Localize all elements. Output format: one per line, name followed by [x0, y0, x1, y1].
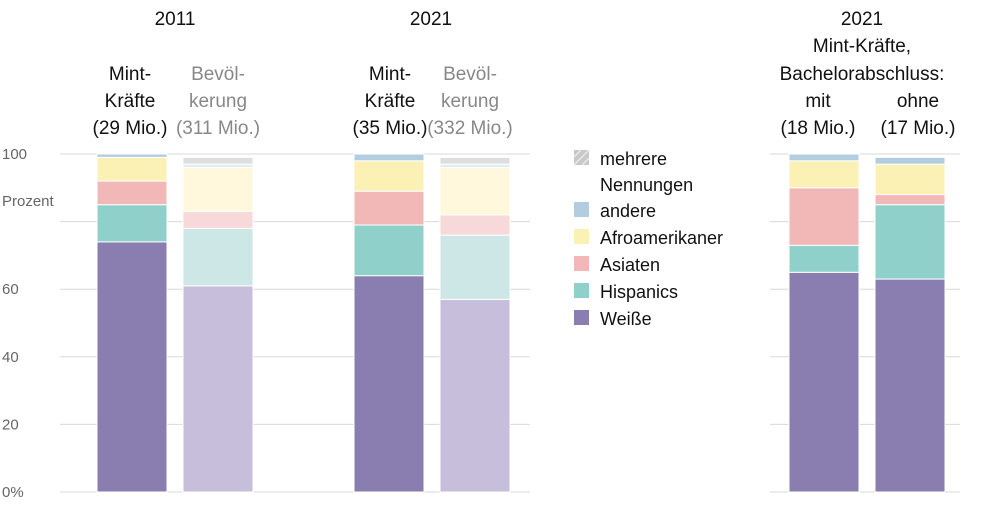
bar-segment: [353, 224, 425, 277]
bar-segment: [182, 210, 254, 229]
bar-segment: [874, 278, 946, 493]
legend-label: mehrere: [600, 149, 667, 169]
legend-swatch: [574, 202, 589, 217]
bar-segment: [439, 214, 511, 236]
bar-label: mit: [805, 91, 831, 112]
bar-segment: [874, 194, 946, 206]
bar-label: Kräfte: [105, 91, 156, 112]
bar-label: Bevöl-: [443, 64, 497, 85]
y-tick-label: 40: [2, 349, 19, 366]
bar-segment: [353, 190, 425, 226]
bar-segment: [96, 156, 168, 182]
bar-segment: [96, 204, 168, 243]
y-axis-label: Prozent: [2, 193, 55, 210]
legend-label: Asiaten: [600, 255, 660, 275]
legend-label: Weiße: [600, 309, 652, 329]
legend-swatch: [574, 283, 589, 298]
bar-segment: [788, 244, 860, 273]
bar-segment: [874, 156, 946, 165]
bar-segment: [353, 153, 425, 162]
bar-label: kerung: [189, 91, 247, 112]
bar-segment: [439, 156, 511, 165]
group-subtitle: Bachelorabschluss:: [780, 64, 945, 85]
legend-label: andere: [600, 201, 656, 221]
bar-label: Mint-: [109, 64, 151, 85]
legend-swatch: [574, 256, 589, 271]
bar-segment: [353, 275, 425, 493]
bar-segment: [96, 153, 168, 158]
y-tick-label: 60: [2, 281, 19, 298]
legend-swatch: [574, 310, 589, 325]
group-title: 2011: [155, 9, 196, 30]
bar-segment: [788, 160, 860, 189]
bar-segment: [874, 204, 946, 280]
bar-label: (17 Mio.): [881, 118, 956, 139]
legend-swatch-hatch: [581, 157, 590, 166]
bar-label: (35 Mio.): [353, 118, 428, 139]
bar-label: (332 Mio.): [427, 118, 513, 139]
group-title: 2021: [410, 9, 452, 30]
bar-segment: [96, 180, 168, 206]
bar-segment: [96, 241, 168, 493]
bar-segment: [182, 167, 254, 212]
legend-swatch-hatch: [573, 149, 582, 158]
bar-segment: [439, 167, 511, 216]
bar-label: ohne: [897, 91, 939, 112]
legend-label: Hispanics: [600, 282, 678, 302]
bar-label: Kräfte: [365, 91, 416, 112]
bar-label: (18 Mio.): [781, 118, 856, 139]
bar-label: Bevöl-: [191, 64, 245, 85]
bar-label: (29 Mio.): [93, 118, 168, 139]
bar-segment: [874, 163, 946, 196]
legend-label: Nennungen: [600, 175, 693, 195]
bar-label: kerung: [441, 91, 499, 112]
bar-segment: [182, 227, 254, 287]
bar-segment: [439, 234, 511, 300]
legend-swatch: [574, 229, 589, 244]
legend-label: Afroamerikaner: [600, 228, 723, 248]
bar-segment: [788, 271, 860, 493]
bar-segment: [182, 285, 254, 493]
group-subtitle: Mint-Kräfte,: [813, 36, 911, 57]
bar-segment: [182, 163, 254, 169]
y-tick-label: 100: [2, 146, 27, 163]
bar-label: Mint-: [369, 64, 411, 85]
y-tick-label: 20: [2, 416, 19, 433]
group-title: 2021: [841, 9, 883, 30]
bar-segment: [788, 187, 860, 246]
bar-label: (311 Mio.): [176, 118, 260, 139]
bar-segment: [788, 153, 860, 162]
legend-swatch-hatch: [573, 149, 590, 166]
bar-segment: [439, 298, 511, 493]
bar-segment: [182, 156, 254, 165]
bar-segment: [439, 163, 511, 169]
y-tick-label: 0%: [2, 484, 24, 501]
bar-segment: [353, 160, 425, 192]
